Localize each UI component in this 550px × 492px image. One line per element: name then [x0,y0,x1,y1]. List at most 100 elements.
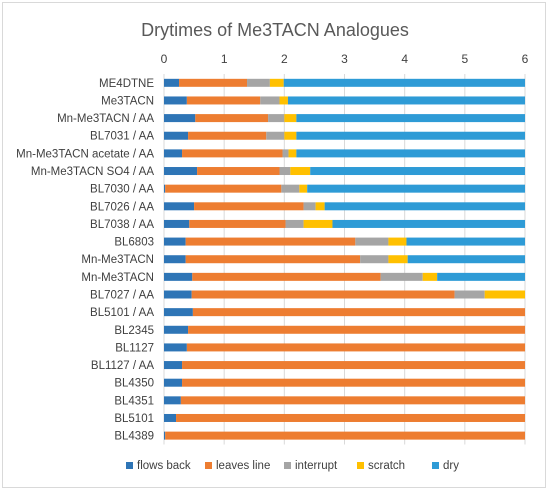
x-tick-label: 1 [221,52,228,66]
bar-segment-flows-back [164,202,195,211]
x-tick-label: 0 [161,52,168,66]
bar-segment-scratch [388,237,407,246]
x-tick-label: 5 [461,52,468,66]
bar-segment-flows-back [164,413,177,422]
bar-segment-interrupt [380,272,423,281]
bar-segment-scratch [299,184,308,193]
x-tick-label: 2 [281,52,288,66]
bar-segment-scratch [303,219,333,228]
bar-segment-interrupt [360,255,389,264]
category-label: BL7027 / AA [90,290,154,302]
bar-segment-dry [283,78,525,87]
category-labels: ME4DTNE Me3TACN Mn-Me3TACN / AA BL7031 / AA… [16,78,154,443]
bar-segment-flows-back [164,149,183,158]
bar-segment-leaves-line [191,290,455,299]
bar-segment-scratch [422,272,438,281]
bar-segment-interrupt [266,131,285,140]
legend-swatch [432,462,439,469]
bar-segment-flows-back [164,219,190,228]
bar-segment-leaves-line [192,272,381,281]
category-label: Mn-Me3TACN [81,254,154,266]
bar-segment-flows-back [164,290,192,299]
bar-segment-leaves-line [188,325,526,334]
bar-segment-flows-back [164,184,166,193]
bar-segment-dry [437,272,525,281]
category-label: BL2345 [114,325,154,337]
bar-segment-scratch [284,114,297,123]
legend: flows back leaves line interrupt scratch dry [126,460,459,472]
category-label: BL7038 / AA [90,219,154,231]
bar-segment-interrupt [260,96,280,105]
bar-segment-flows-back [164,272,193,281]
category-label: BL7026 / AA [90,201,154,213]
bar-segment-leaves-line [165,431,525,440]
bar-segment-leaves-line [180,396,525,405]
bar-segment-leaves-line [194,202,304,211]
bar-segment-leaves-line [197,167,280,176]
bar-segment-leaves-line [185,237,356,246]
bar-segment-scratch [288,149,297,158]
bar-segment-dry [287,96,525,105]
bar-segment-leaves-line [165,184,282,193]
x-tick-label: 4 [401,52,408,66]
category-label: BL4351 [114,395,154,407]
bar-segment-interrupt [281,184,300,193]
bar-segment-dry [324,202,525,211]
bar-segment-leaves-line [188,131,267,140]
bar-segment-flows-back [164,396,181,405]
bar-segment-flows-back [164,378,183,387]
chart-title: Drytimes of Me3TACN Analogues [141,20,409,40]
category-label: Mn-Me3TACN acetate / AA [16,148,154,160]
bar-segment-interrupt [454,290,485,299]
category-label: Mn-Me3TACN / AA [57,113,154,125]
bar-segment-flows-back [164,114,196,123]
bar-segment-interrupt [268,114,285,123]
bar-segment-flows-back [164,78,180,87]
legend-swatch [205,462,212,469]
legend-label: scratch [368,460,405,472]
legend-swatch [284,462,291,469]
legend-label: flows back [137,460,191,472]
bar-segment-flows-back [164,255,186,264]
bar-segment-flows-back [164,96,187,105]
bar-segment-leaves-line [182,361,526,370]
category-label: Mn-Me3TACN [81,272,154,284]
bar-segment-scratch [388,255,408,264]
bar-segment-dry [296,114,525,123]
category-label: BL4389 [114,431,154,443]
bar-segment-flows-back [164,308,193,317]
bars [164,78,526,440]
bar-segment-dry [407,255,525,264]
category-label: Me3TACN [101,95,154,107]
legend-label: interrupt [295,460,338,472]
x-tick-label: 3 [341,52,348,66]
bar-segment-leaves-line [176,413,526,422]
bar-segment-leaves-line [186,343,525,352]
bar-segment-flows-back [164,343,187,352]
bar-segment-scratch [290,167,311,176]
bar-segment-flows-back [164,167,198,176]
bar-segment-dry [332,219,525,228]
bar-segment-interrupt [247,78,270,87]
bar-segment-dry [310,167,525,176]
category-label: BL5101 [114,413,154,425]
bar-segment-interrupt [303,202,316,211]
bar-segment-flows-back [164,237,186,246]
bar-segment-scratch [269,78,284,87]
bar-segment-scratch [484,290,525,299]
legend-label: leaves line [216,460,270,472]
bar-segment-interrupt [355,237,389,246]
bar-segment-leaves-line [189,219,286,228]
bar-segment-scratch [315,202,325,211]
bar-segment-flows-back [164,431,166,440]
bar-segment-scratch [284,131,297,140]
bar-segment-leaves-line [192,308,525,317]
bar-segment-dry [307,184,525,193]
bar-segment-scratch [279,96,288,105]
legend-swatch [357,462,364,469]
category-label: BL6803 [114,237,154,249]
legend-label: dry [443,460,459,472]
bar-segment-dry [406,237,525,246]
category-label: Mn-Me3TACN SO4 / AA [31,166,154,178]
